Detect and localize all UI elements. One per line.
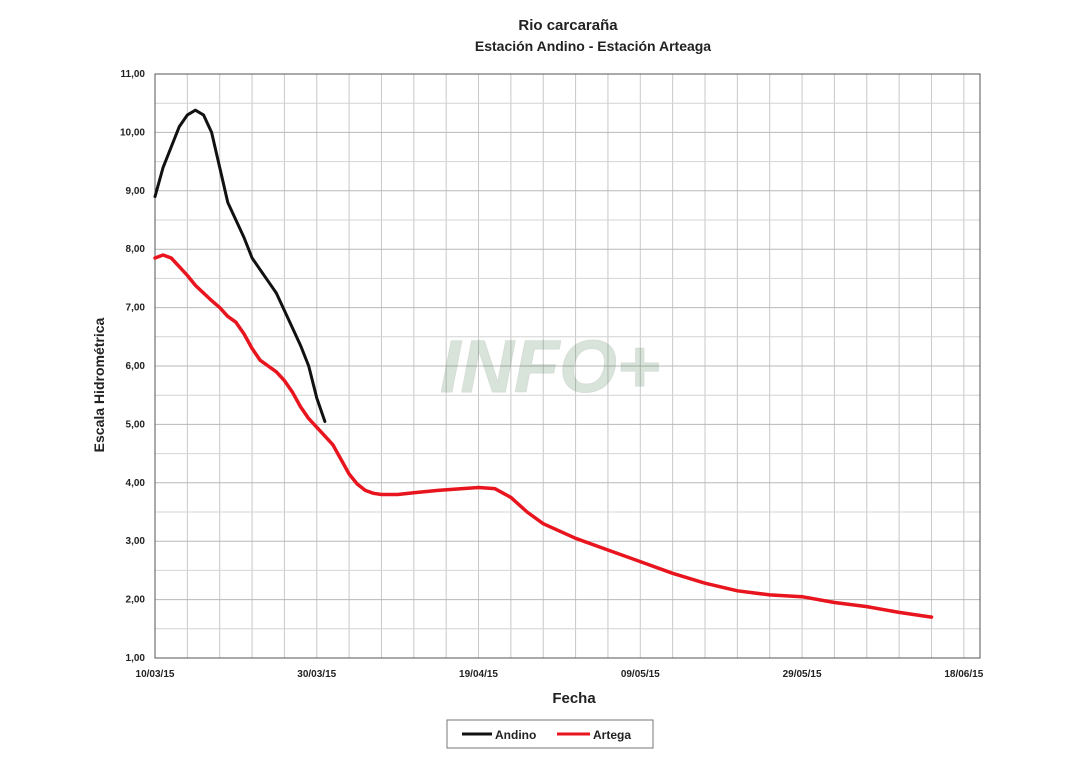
- y-axis-ticks: 1,00 2,00 3,00 4,00 5,00 6,00 7,00 8,00 9,00 10,0…: [120, 69, 145, 664]
- legend: Andino Artega: [446, 719, 654, 749]
- x-tick-label: 10/03/15: [136, 669, 175, 680]
- y-tick-label: 9,00: [126, 186, 146, 197]
- y-tick-label: 4,00: [126, 478, 146, 489]
- y-tick-label: 2,00: [126, 595, 146, 606]
- chart-title: Rio carcaraña: [518, 17, 618, 34]
- y-tick-label: 8,00: [126, 244, 146, 255]
- chart-subtitle: Estación Andino - Estación Arteaga: [475, 38, 711, 54]
- grid: [155, 74, 980, 658]
- y-tick-label: 11,00: [121, 69, 146, 80]
- x-tick-label: 30/03/15: [297, 669, 336, 680]
- y-tick-label: 6,00: [126, 361, 146, 372]
- x-tick-label: 19/04/15: [459, 669, 498, 680]
- plot-frame: [154, 73, 981, 659]
- x-tick-label: 09/05/15: [621, 669, 660, 680]
- y-axis-label: Escala Hidrométrica: [91, 317, 107, 452]
- legend-label-artega: Artega: [593, 728, 631, 742]
- x-tick-label: 29/05/15: [783, 669, 822, 680]
- x-tick-label: 18/06/15: [944, 669, 983, 680]
- y-tick-label: 5,00: [126, 419, 146, 430]
- series-layer: [153, 108, 934, 619]
- y-tick-label: 1,00: [126, 653, 146, 664]
- y-tick-label: 3,00: [126, 536, 146, 547]
- series-line-artega: [153, 253, 934, 619]
- x-axis-ticks: 10/03/15 30/03/15 19/04/15 09/05/15 29/05/15…: [136, 669, 984, 680]
- watermark-text: INFO+: [440, 325, 660, 408]
- legend-label-andino: Andino: [495, 728, 536, 742]
- y-tick-label: 10,00: [120, 127, 145, 138]
- watermark: INFO+: [440, 325, 661, 409]
- series-line-andino: [153, 108, 327, 423]
- y-tick-label: 7,00: [126, 303, 146, 314]
- x-axis-label: Fecha: [552, 690, 596, 707]
